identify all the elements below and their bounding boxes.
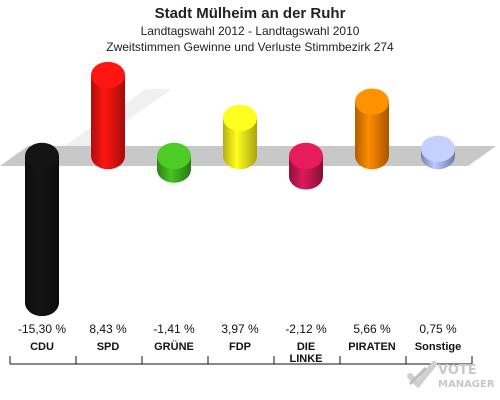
bar-spd bbox=[91, 61, 125, 170]
bar-sonstige bbox=[421, 135, 455, 170]
bar-top-cap bbox=[421, 135, 455, 162]
logo-line-1: VOTE bbox=[438, 363, 477, 378]
category-label: DIE bbox=[297, 341, 315, 353]
value-label: -1,41 % bbox=[153, 322, 195, 336]
value-label: 0,75 % bbox=[419, 322, 457, 336]
bar-top-cap bbox=[223, 104, 257, 132]
bar-bottom-cap bbox=[223, 142, 257, 170]
bar-fdp bbox=[223, 104, 257, 170]
category-label: PIRATEN bbox=[348, 341, 396, 353]
votemanager-logo: VOTE MANAGER bbox=[407, 361, 494, 390]
bar-grüne bbox=[157, 142, 191, 183]
value-label: 3,97 % bbox=[221, 322, 259, 336]
chart-subtitle-2: Zweitstimmen Gewinne und Verluste Stimmb… bbox=[106, 40, 394, 54]
bar-cdu bbox=[25, 142, 59, 317]
bar-piraten bbox=[355, 88, 389, 170]
bar-bottom-cap bbox=[91, 142, 125, 170]
bar-bottom-cap bbox=[25, 289, 59, 317]
chart-header: Stadt Mülheim an der Ruhr Landtagswahl 2… bbox=[0, 0, 500, 55]
bar-die-linke bbox=[289, 142, 323, 190]
category-label: SPD bbox=[97, 341, 120, 353]
category-label: FDP bbox=[229, 341, 251, 353]
bar-top-cap bbox=[157, 142, 191, 170]
category-label: GRÜNE bbox=[154, 340, 194, 353]
value-label: -15,30 % bbox=[18, 322, 66, 336]
value-label: 8,43 % bbox=[89, 322, 127, 336]
category-label: Sonstige bbox=[415, 341, 461, 353]
value-label: -2,12 % bbox=[285, 322, 327, 336]
bar-top-cap bbox=[91, 61, 125, 89]
chart-subtitle: Landtagswahl 2012 - Landtagswahl 2010 bbox=[140, 24, 360, 38]
checkmark-icon bbox=[407, 361, 437, 389]
bar-top-cap bbox=[25, 142, 59, 170]
chart-title: Stadt Mülheim an der Ruhr bbox=[154, 5, 346, 22]
value-label: 5,66 % bbox=[353, 322, 391, 336]
bar-body bbox=[25, 156, 59, 303]
category-label: CDU bbox=[30, 341, 54, 353]
bar-body bbox=[91, 75, 125, 156]
bar-bottom-cap bbox=[355, 142, 389, 170]
bar-top-cap bbox=[355, 88, 389, 115]
category-label: LINKE bbox=[290, 353, 323, 365]
bar-top-cap bbox=[289, 142, 323, 170]
bar-bottom-cap bbox=[289, 163, 323, 190]
logo-line-2: MANAGER bbox=[438, 379, 494, 390]
